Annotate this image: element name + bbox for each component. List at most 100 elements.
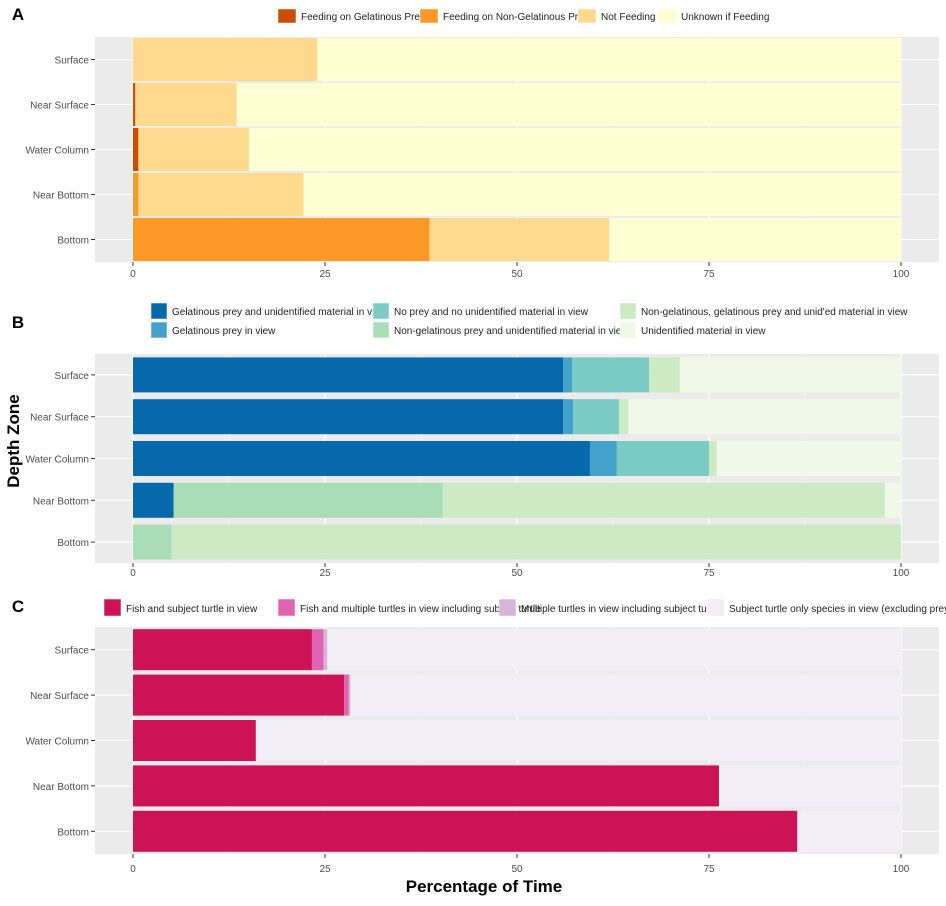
bar-segment	[133, 399, 564, 435]
y-tick-label: Surface	[55, 371, 90, 382]
legend-swatch	[372, 302, 390, 320]
x-tick-label: 75	[703, 568, 715, 579]
legend-swatch	[619, 321, 637, 339]
y-tick-label: Near Bottom	[33, 496, 89, 507]
x-tick-label: 50	[511, 269, 523, 280]
panel-label: B	[12, 313, 24, 332]
bar-segment	[442, 482, 885, 518]
bar-segment	[133, 441, 590, 476]
legend-swatch	[419, 8, 439, 24]
x-tick-label: 0	[130, 864, 136, 875]
bar-segment	[133, 173, 139, 216]
bar-segment	[609, 218, 901, 261]
bar-segment	[563, 357, 573, 393]
y-tick-label: Bottom	[57, 827, 89, 838]
bar-segment	[171, 524, 901, 560]
x-tick-label: 25	[319, 864, 331, 875]
bar-segment	[679, 357, 901, 393]
legend-label: Fish and multiple turtles in view includ…	[300, 604, 541, 615]
bar-segment	[133, 720, 256, 761]
bar-segment	[135, 83, 237, 126]
y-tick-label: Water Column	[25, 146, 89, 157]
legend-label: Gelatinous prey in view	[172, 326, 276, 337]
y-tick-label: Near Bottom	[33, 191, 89, 202]
y-tick-label: Bottom	[57, 538, 89, 549]
bar-segment	[718, 765, 901, 807]
panel-label: A	[12, 5, 24, 24]
legend-swatch	[150, 321, 168, 339]
bar-segment	[248, 128, 901, 171]
x-tick-label: 100	[893, 568, 910, 579]
bar-segment	[716, 441, 901, 476]
legend-swatch	[277, 598, 296, 617]
bar-segment	[303, 173, 902, 216]
bar-segment	[133, 765, 719, 807]
bar-segment	[133, 810, 798, 852]
bar-segment	[619, 399, 629, 435]
x-tick-label: 100	[893, 269, 910, 280]
bar-segment	[429, 218, 610, 261]
bar-segment	[628, 399, 901, 435]
y-tick-label: Near Surface	[30, 413, 89, 424]
legend-swatch	[706, 598, 725, 617]
legend-label: Unknown if Feeding	[681, 12, 769, 23]
x-tick-label: 100	[893, 864, 910, 875]
x-tick-label: 25	[319, 568, 331, 579]
bar-segment	[884, 482, 901, 518]
y-tick-label: Surface	[55, 56, 90, 67]
legend-swatch	[657, 8, 677, 24]
bar-segment	[573, 399, 620, 435]
bar-segment	[133, 482, 174, 518]
bar-segment	[317, 38, 901, 81]
legend-label: Multiple turtles in view including subje…	[521, 604, 721, 615]
x-tick-label: 75	[703, 864, 715, 875]
y-axis-title: Depth Zone	[4, 394, 23, 488]
bar-segment	[344, 674, 349, 716]
y-tick-label: Near Surface	[30, 691, 89, 702]
legend-swatch	[277, 8, 297, 24]
bar-segment	[138, 128, 249, 171]
bar-segment	[133, 357, 564, 393]
x-tick-label: 0	[130, 269, 136, 280]
bar-segment	[133, 629, 312, 671]
bar-segment	[348, 674, 351, 716]
bar-segment	[133, 38, 318, 81]
bar-segment	[797, 810, 901, 852]
legend-swatch	[577, 8, 597, 24]
legend-label: Gelatinous prey and unidentified materia…	[172, 307, 388, 318]
y-tick-label: Surface	[55, 646, 90, 657]
legend-label: Not Feeding	[601, 12, 655, 23]
bar-segment	[133, 674, 345, 716]
legend-swatch	[498, 598, 517, 617]
bar-segment	[133, 128, 139, 171]
legend-label: Feeding on Non-Gelatinous Prey	[443, 12, 589, 23]
bar-segment	[350, 674, 901, 716]
y-tick-label: Bottom	[57, 236, 89, 247]
x-tick-label: 50	[511, 568, 523, 579]
legend-swatch	[619, 302, 637, 320]
bar-segment	[311, 629, 324, 671]
x-tick-label: 75	[703, 269, 715, 280]
legend-label: Subject turtle only species in view (exc…	[729, 604, 946, 615]
y-tick-label: Near Surface	[30, 101, 89, 112]
bar-segment	[133, 83, 136, 126]
bar-segment	[563, 399, 574, 435]
bar-segment	[173, 482, 443, 518]
x-tick-label: 0	[130, 568, 136, 579]
x-axis-title: Percentage of Time	[406, 877, 563, 896]
legend-label: No prey and no unidentified material in …	[394, 307, 589, 318]
x-tick-label: 50	[511, 864, 523, 875]
legend-label: Non-gelatinous prey and unidentified mat…	[394, 326, 629, 337]
bar-segment	[709, 441, 717, 476]
legend-swatch	[150, 302, 168, 320]
legend-label: Fish and subject turtle in view	[126, 604, 258, 615]
bar-segment	[138, 173, 304, 216]
legend-label: Non-gelatinous, gelatinous prey and unid…	[641, 307, 908, 318]
legend-swatch	[372, 321, 390, 339]
bar-segment	[616, 441, 709, 476]
bar-segment	[236, 83, 901, 126]
panel-a: A Feeding on Gelatinous Prey Feeding on No…	[12, 5, 939, 280]
bar-segment	[323, 629, 328, 671]
